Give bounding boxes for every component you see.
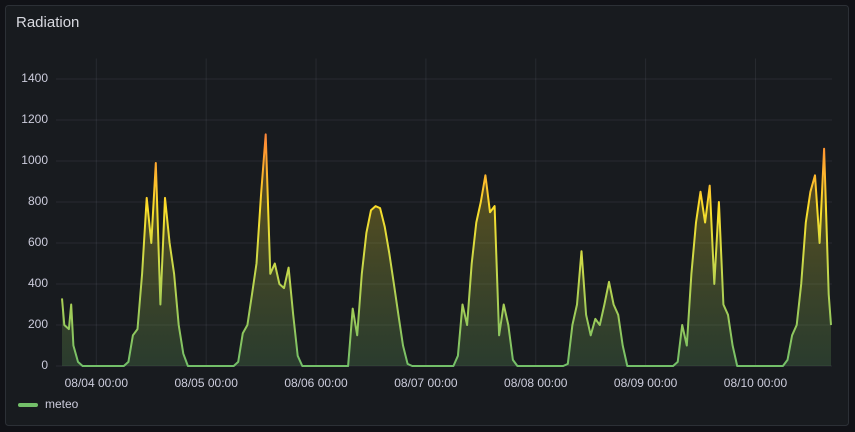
panel: [5, 5, 849, 426]
x-tick-label: 08/08 00:00: [504, 376, 568, 390]
x-tick-label: 08/09 00:00: [614, 376, 678, 390]
x-tick-label: 08/10 00:00: [724, 376, 788, 390]
y-tick-label: 1000: [21, 153, 48, 167]
series-line: [61, 133, 832, 367]
area-fill: [62, 134, 831, 366]
legend-label: meteo: [45, 397, 79, 411]
y-tick-label: 0: [41, 358, 48, 372]
y-tick-label: 600: [28, 235, 48, 249]
y-tick-label: 1400: [21, 71, 48, 85]
x-tick-label: 08/05 00:00: [174, 376, 238, 390]
panel-title: Radiation: [16, 14, 79, 31]
y-tick-label: 400: [28, 276, 48, 290]
x-tick-label: 08/04 00:00: [65, 376, 129, 390]
x-tick-label: 08/06 00:00: [284, 376, 348, 390]
x-tick-label: 08/07 00:00: [394, 376, 458, 390]
y-tick-label: 800: [28, 194, 48, 208]
y-tick-label: 1200: [21, 112, 48, 126]
y-tick-label: 200: [28, 317, 48, 331]
